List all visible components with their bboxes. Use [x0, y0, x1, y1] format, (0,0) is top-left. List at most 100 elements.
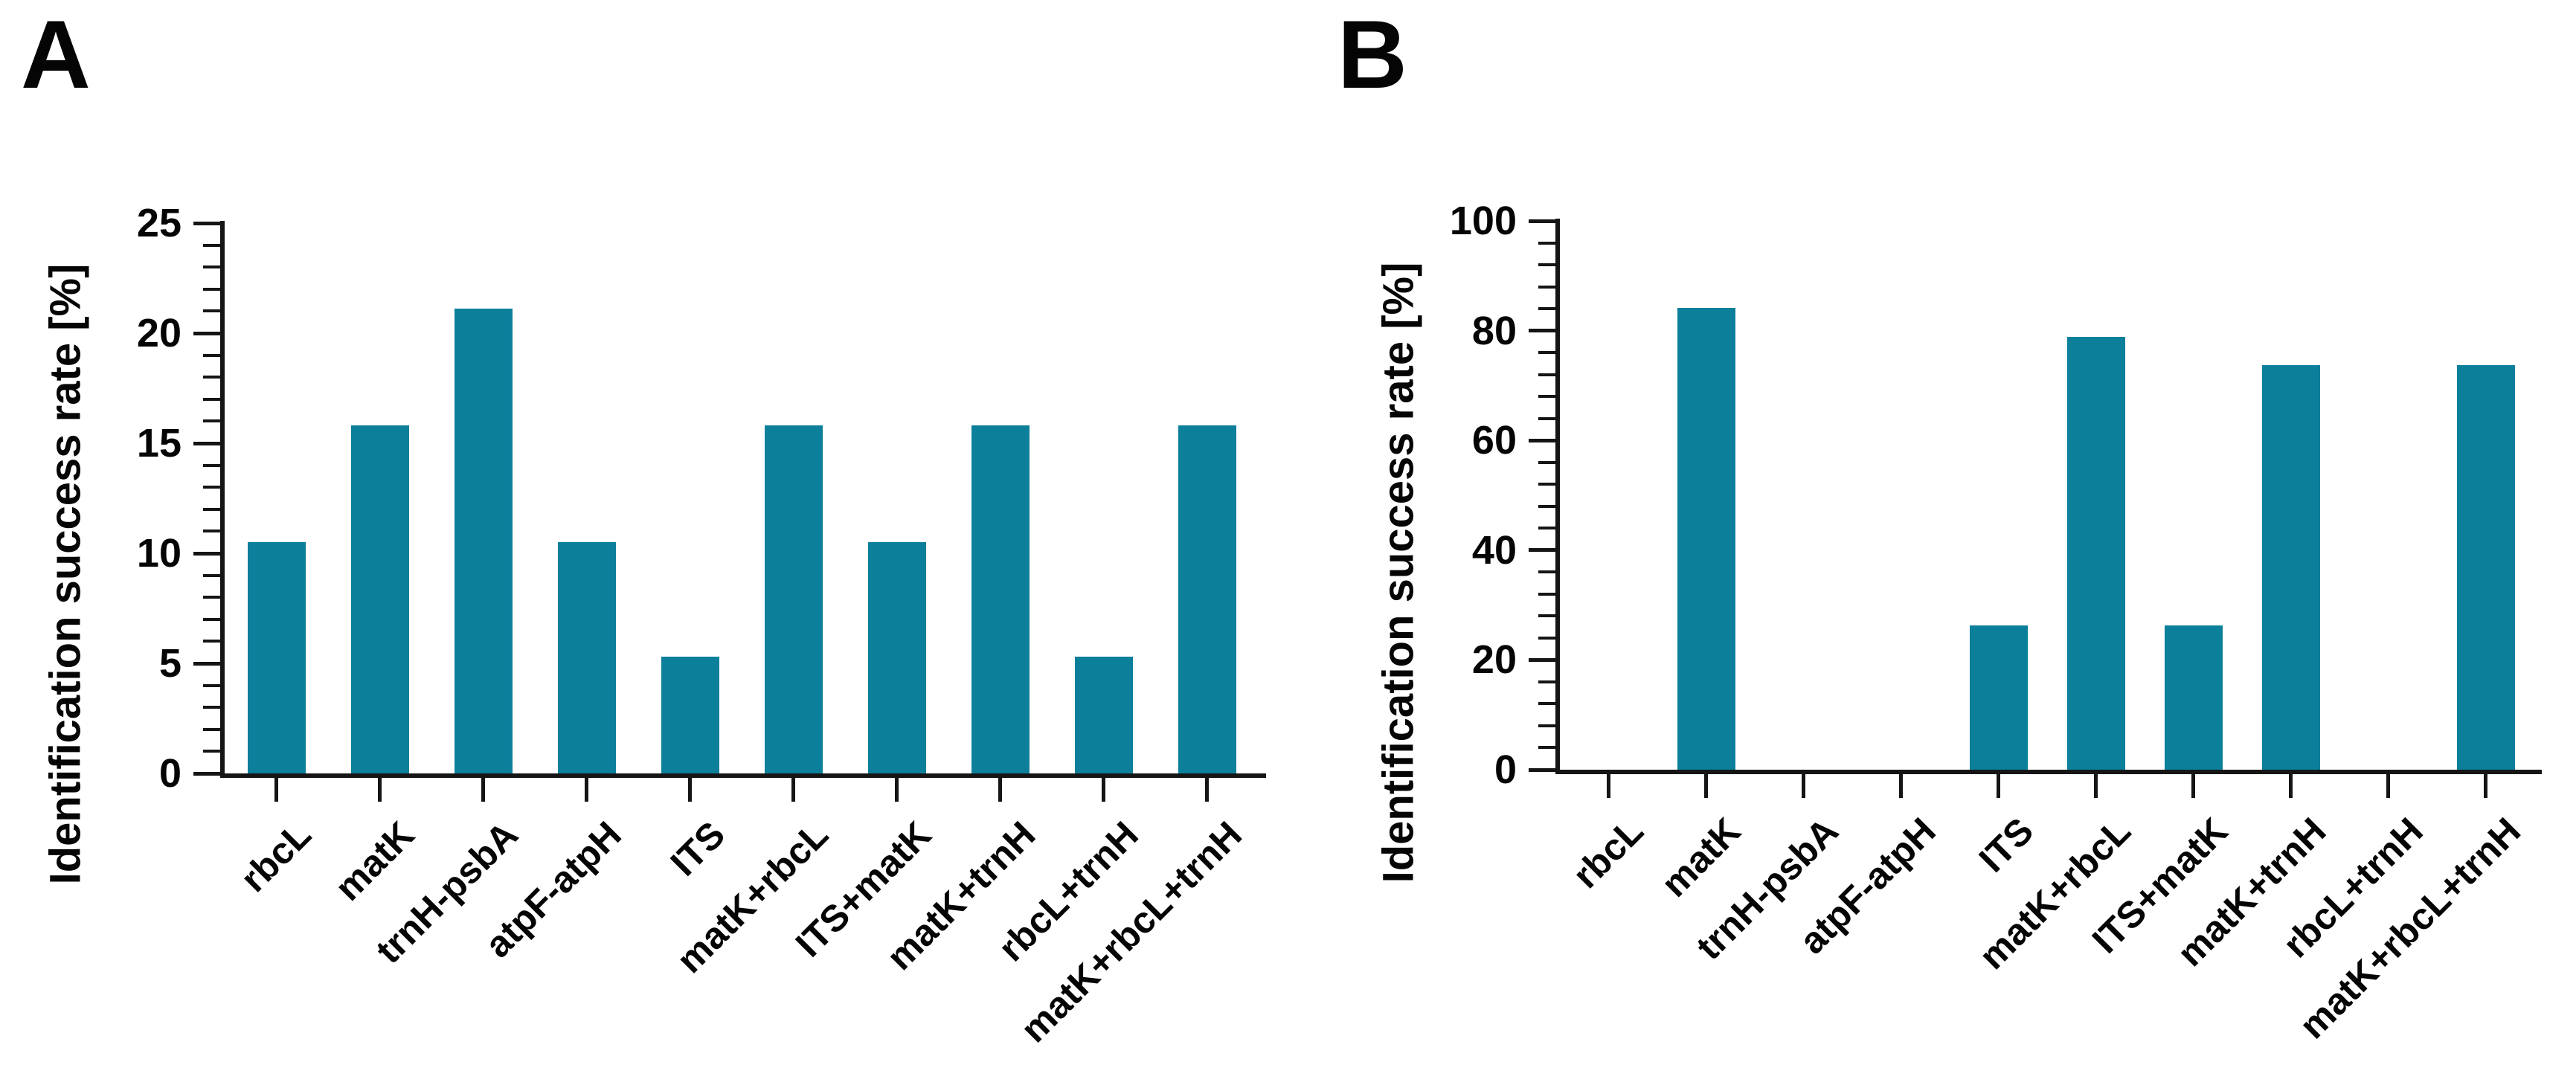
- y-minor-tick: [1538, 460, 1555, 464]
- y-minor-tick: [1538, 263, 1555, 267]
- y-minor-tick: [1538, 746, 1555, 750]
- y-tick-label: 20: [136, 311, 182, 355]
- y-minor-tick: [203, 243, 220, 247]
- x-tick: [998, 778, 1002, 802]
- x-category-label: ITS: [1970, 809, 2041, 881]
- x-tick: [2191, 774, 2195, 798]
- y-major-tick: [193, 551, 220, 556]
- x-tick: [1802, 774, 1805, 798]
- y-minor-tick: [1538, 614, 1555, 618]
- y-major-tick: [1529, 219, 1555, 223]
- y-minor-tick: [1538, 307, 1555, 311]
- y-minor-tick: [1538, 483, 1555, 486]
- y-minor-tick: [1538, 592, 1555, 596]
- x-tick: [1102, 778, 1105, 802]
- x-tick: [274, 778, 278, 802]
- y-tick-label: 100: [1449, 199, 1517, 243]
- y-axis-line: [1555, 219, 1560, 772]
- y-tick-label: 15: [136, 421, 182, 466]
- bar-its: [661, 657, 719, 773]
- x-tick: [2289, 774, 2293, 798]
- x-tick: [791, 778, 795, 802]
- y-minor-tick: [203, 265, 220, 269]
- y-major-tick: [193, 331, 220, 335]
- y-minor-tick: [1538, 527, 1555, 530]
- x-axis-line: [1555, 770, 2542, 774]
- panel-b-letter: B: [1337, 0, 1407, 109]
- y-major-tick: [1529, 657, 1555, 662]
- y-minor-tick: [203, 573, 220, 577]
- y-minor-tick: [1538, 680, 1555, 683]
- y-minor-tick: [203, 463, 220, 467]
- y-tick-label: 25: [136, 201, 182, 245]
- x-category-label: matK: [1653, 809, 1749, 905]
- panel-a-letter: A: [21, 0, 91, 109]
- bar-rbcl-trnh: [1074, 657, 1133, 773]
- y-minor-tick: [203, 529, 220, 533]
- y-tick-label: 20: [1471, 637, 1517, 683]
- y-major-tick: [193, 441, 220, 445]
- y-minor-tick: [1538, 724, 1555, 727]
- y-tick-label: 0: [158, 751, 182, 796]
- y-tick-label: 40: [1471, 527, 1517, 573]
- y-minor-tick: [1538, 570, 1555, 574]
- y-minor-tick: [1538, 416, 1555, 420]
- x-tick: [1704, 774, 1708, 798]
- x-tick: [585, 778, 588, 802]
- bar-its-matk: [867, 542, 926, 773]
- y-major-tick: [1529, 329, 1555, 333]
- y-minor-tick: [203, 287, 220, 291]
- y-tick-label: 60: [1471, 418, 1517, 463]
- bar-atpf-atph: [557, 542, 616, 773]
- bar-rbcl: [247, 542, 306, 773]
- y-minor-tick: [203, 376, 220, 379]
- y-tick-label: 0: [1494, 747, 1517, 792]
- y-minor-tick: [203, 309, 220, 313]
- y-minor-tick: [203, 353, 220, 357]
- y-minor-tick: [203, 750, 220, 753]
- x-tick: [895, 778, 899, 802]
- bar-matk: [350, 425, 409, 773]
- y-axis-line: [220, 221, 225, 776]
- y-major-tick: [193, 221, 220, 225]
- x-tick: [2094, 774, 2098, 798]
- bar-matk-rbcl: [764, 425, 823, 773]
- y-tick-label: 5: [158, 641, 182, 686]
- y-major-tick: [1529, 548, 1555, 553]
- x-tick: [1607, 774, 1610, 798]
- y-major-tick: [193, 771, 220, 776]
- y-minor-tick: [203, 683, 220, 687]
- y-minor-tick: [203, 617, 220, 621]
- y-minor-tick: [203, 507, 220, 511]
- bar-trnh-psba: [454, 309, 513, 773]
- y-tick-label: 10: [136, 531, 182, 576]
- bar-matk-rbcl-trnh: [1178, 425, 1236, 773]
- y-minor-tick: [1538, 373, 1555, 376]
- y-tick-label: 80: [1471, 308, 1517, 353]
- y-minor-tick: [203, 596, 220, 599]
- x-tick: [2386, 774, 2390, 798]
- x-category-label: rbcL: [1564, 809, 1651, 897]
- bar-matk-rbcl-trnh: [2456, 365, 2515, 770]
- y-minor-tick: [203, 397, 220, 401]
- y-minor-tick: [203, 419, 220, 423]
- bar-its-matk: [2164, 625, 2223, 770]
- y-minor-tick: [1538, 351, 1555, 355]
- y-minor-tick: [1538, 504, 1555, 508]
- bar-matk-trnh: [2261, 365, 2320, 770]
- y-major-tick: [1529, 438, 1555, 442]
- x-tick: [1997, 774, 2000, 798]
- y-minor-tick: [203, 727, 220, 731]
- y-major-tick: [1529, 767, 1555, 772]
- bar-matk-trnh: [971, 425, 1030, 773]
- x-axis-line: [220, 773, 1266, 778]
- y-minor-tick: [1538, 285, 1555, 289]
- x-tick: [1205, 778, 1209, 802]
- y-minor-tick: [1538, 702, 1555, 706]
- y-minor-tick: [1538, 636, 1555, 640]
- y-minor-tick: [1538, 241, 1555, 245]
- y-minor-tick: [203, 706, 220, 709]
